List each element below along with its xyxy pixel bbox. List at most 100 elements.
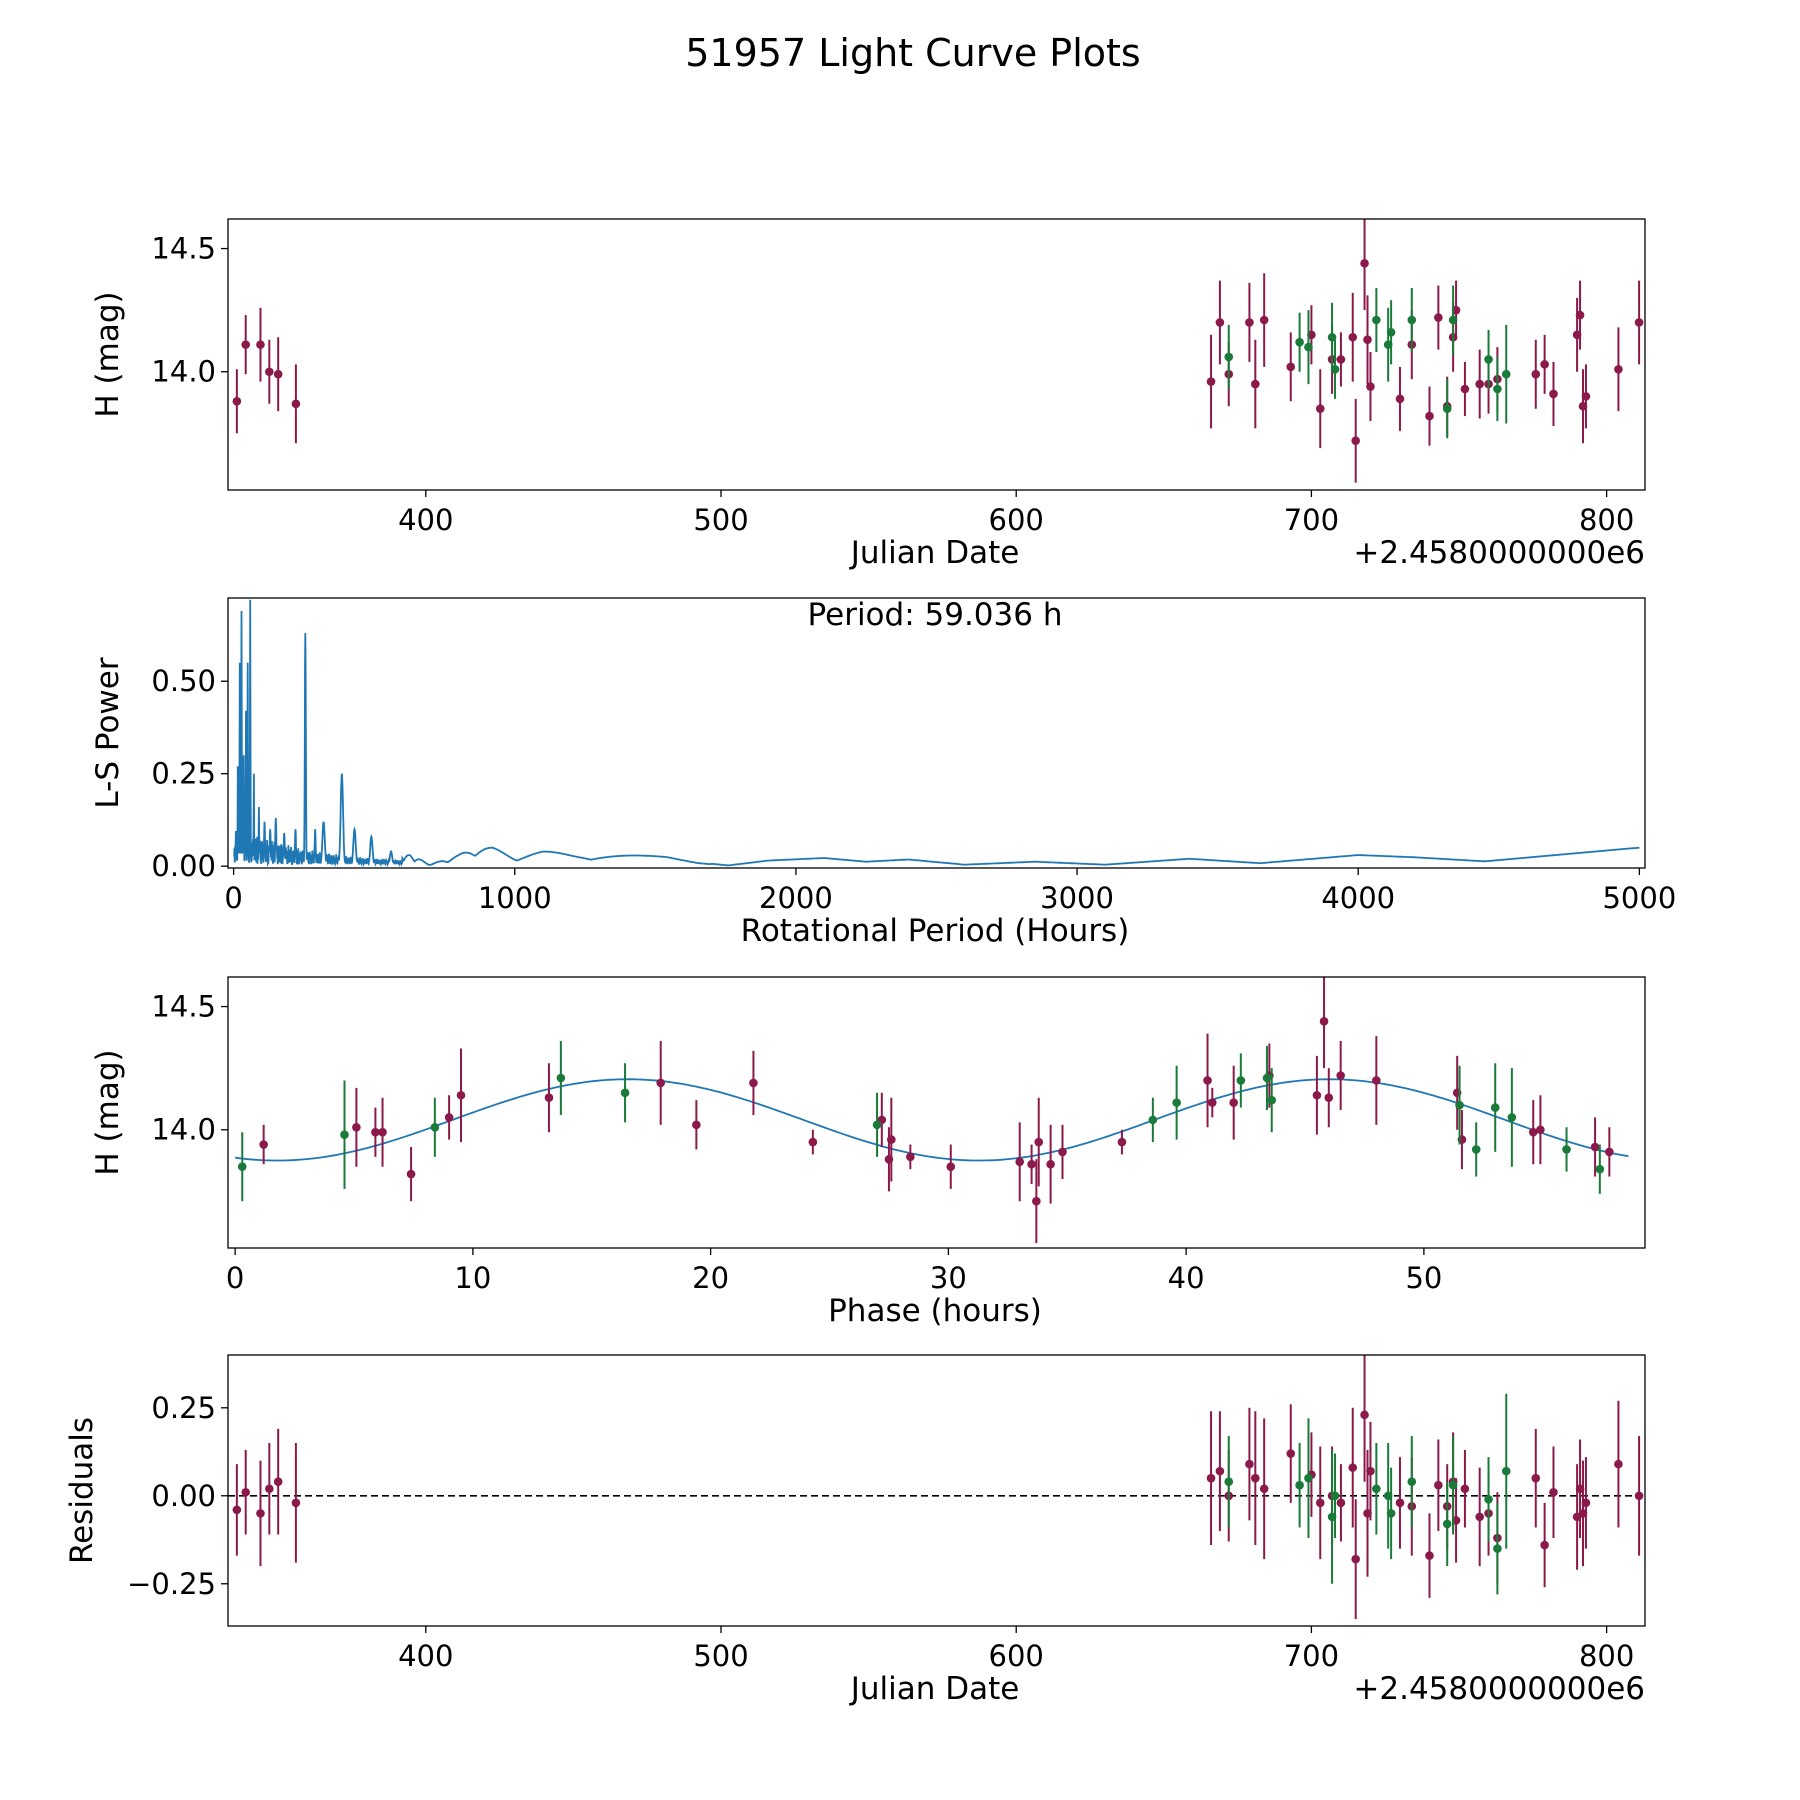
data-point-maroon [406,1169,416,1179]
data-point-maroon [1372,1076,1381,1085]
data-point-maroon [273,369,283,379]
data-point-maroon [1549,1487,1558,1497]
data-point-maroon [256,1509,265,1518]
data-point-green [556,1073,566,1083]
x-tick-label: 0 [224,881,242,915]
data-point-maroon [1351,1554,1360,1564]
data-point-maroon [232,1505,242,1515]
data-point-green [1327,332,1337,342]
data-point-maroon [1434,313,1443,322]
data-point-maroon [906,1152,915,1162]
plot-area [234,977,1629,1244]
x-tick-label: 2000 [759,881,833,915]
data-point-green [1372,315,1381,325]
data-point-maroon [1581,392,1591,401]
y-tick-label: 0.50 [151,664,216,698]
data-point-green [1493,384,1502,394]
y-tick-label: 14.0 [151,1113,216,1147]
data-point-maroon [456,1090,466,1100]
data-point-maroon [1207,1098,1217,1107]
x-axis-label: Rotational Period (Hours) [741,913,1130,949]
data-point-maroon [808,1137,818,1147]
data-point-maroon [1251,379,1260,389]
data-point-green [1304,342,1313,352]
data-point-maroon [1475,379,1484,389]
data-point-maroon [1425,411,1434,421]
x-tick-label: 400 [398,1639,453,1673]
periodogram-line [233,599,1640,868]
data-point-green [1484,1494,1493,1504]
y-tick-label: 14.5 [151,232,216,266]
data-point-maroon [1460,1484,1470,1494]
data-point-maroon [291,399,301,409]
y-tick-label: 0.25 [151,757,216,791]
data-point-green [1330,1491,1340,1501]
data-point-maroon [1215,1466,1225,1476]
data-point-maroon [1324,1093,1334,1103]
data-point-maroon [1312,1090,1322,1100]
data-point-maroon [1032,1196,1041,1206]
data-point-green [1501,369,1511,379]
data-point-maroon [1251,1473,1260,1483]
data-point-maroon [1549,389,1558,399]
data-point-maroon [1034,1137,1044,1147]
data-point-green [1442,404,1452,414]
data-point-green [1224,1477,1234,1487]
data-point-maroon [1206,377,1216,386]
x-tick-label: 10 [454,1261,491,1295]
data-point-green [872,1120,882,1130]
x-offset-label: +2.4580000000e6 [1353,535,1645,571]
x-tick-label: 600 [989,1639,1044,1673]
x-tick-label: 20 [692,1261,729,1295]
data-point-maroon [1259,315,1269,325]
data-point-green [1490,1103,1500,1112]
data-point-maroon [241,340,251,349]
data-point-green [1471,1145,1481,1154]
axes-frame [227,597,1646,869]
x-tick-label: 5000 [1602,881,1676,915]
data-point-maroon [1360,1410,1369,1420]
data-point-green [1407,315,1417,325]
data-point-maroon [1229,1098,1238,1107]
data-point-green [1236,1076,1246,1085]
x-tick-label: 4000 [1321,881,1395,915]
data-point-maroon [241,1487,251,1497]
x-tick-label: 1000 [478,881,552,915]
data-point-maroon [1046,1159,1055,1169]
data-point-green [1501,1466,1511,1476]
data-point-green [1148,1115,1158,1125]
data-point-maroon [1336,1498,1346,1508]
y-axis-label: Residuals [64,1417,100,1564]
data-point-green [620,1088,630,1098]
data-point-maroon [1366,382,1375,391]
data-point-maroon [1286,1449,1296,1458]
x-tick-label: 50 [1405,1261,1442,1295]
data-point-maroon [1245,318,1254,327]
data-point-maroon [1286,362,1296,372]
data-point-maroon [1351,436,1360,446]
x-tick-label: 700 [1284,1639,1339,1673]
chart-phased: 0 10 20 30 40 50 14.0 14.5 Phase (hours) H (mag) [90,976,1646,1329]
data-point-maroon [256,340,265,349]
figure-title: 51957 Light Curve Plots [685,31,1140,75]
y-tick-label: 0.25 [151,1391,216,1425]
data-point-maroon [1460,384,1470,394]
data-point-maroon [1363,335,1372,345]
data-point-green [1507,1113,1517,1122]
data-point-maroon [1575,310,1585,320]
data-point-maroon [1531,369,1541,379]
x-tick-label: 40 [1168,1261,1205,1295]
data-point-green [1493,1544,1502,1553]
data-point-maroon [1590,1142,1600,1152]
data-point-maroon [1528,1127,1538,1137]
data-point-maroon [1540,360,1549,369]
data-point-green [1295,1480,1304,1490]
data-point-maroon [1203,1076,1212,1085]
data-point-maroon [273,1477,283,1487]
data-point-green [237,1162,247,1171]
x-tick-label: 800 [1579,503,1634,537]
x-tick-label: 0 [226,1261,244,1295]
chart-light-curve: 400 500 600 700 800 14.0 14.5 Julian Date H (mag… [90,218,1646,571]
data-point-maroon [656,1078,666,1088]
x-axis-label: Phase (hours) [828,1293,1042,1329]
